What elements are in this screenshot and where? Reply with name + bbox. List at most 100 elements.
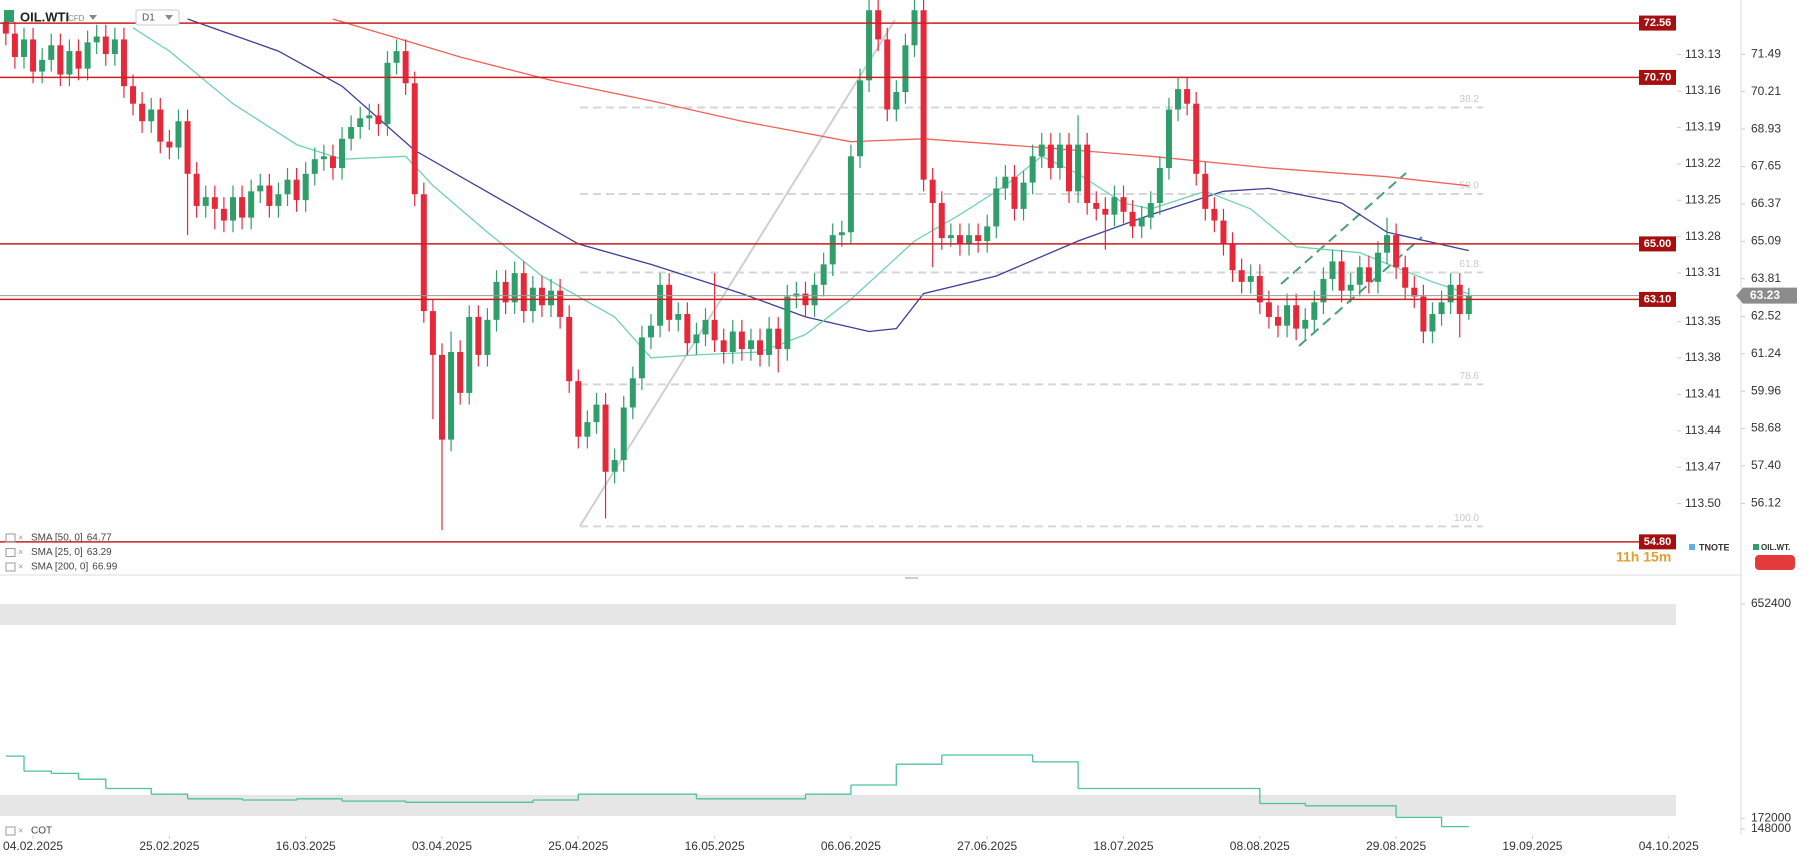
candle-body bbox=[1265, 302, 1272, 317]
y-tick-label: 148000 bbox=[1751, 821, 1791, 835]
candle-body bbox=[1084, 144, 1091, 204]
candle-body bbox=[856, 80, 863, 157]
candle-body bbox=[1138, 217, 1145, 227]
candle-body bbox=[893, 92, 900, 110]
candle-body bbox=[1329, 261, 1336, 279]
y-tick-label: 71.49 bbox=[1751, 47, 1781, 61]
candle-body bbox=[711, 319, 718, 341]
cot-step bbox=[805, 785, 852, 795]
candle-body bbox=[620, 407, 627, 461]
symbol[interactable]: OIL.WTI bbox=[20, 9, 69, 24]
y2-tick-label: 113.13 bbox=[1685, 47, 1721, 61]
y-tick-label: 62.52 bbox=[1751, 309, 1781, 323]
candle-body bbox=[1120, 197, 1127, 212]
candle-body bbox=[1311, 302, 1318, 320]
candle-body bbox=[693, 334, 700, 344]
candle-body bbox=[239, 197, 246, 218]
candle-body bbox=[75, 51, 82, 69]
candle-body bbox=[975, 235, 982, 241]
last-price-label: 63.23 bbox=[1750, 288, 1780, 302]
candle-body bbox=[829, 235, 836, 265]
candle-body bbox=[248, 191, 255, 218]
candle-body bbox=[938, 203, 945, 239]
cot-step bbox=[1032, 761, 1079, 789]
y-tick-label: 61.24 bbox=[1751, 346, 1781, 360]
level-label-box bbox=[1639, 534, 1676, 550]
y-tick-label: 68.93 bbox=[1751, 121, 1781, 135]
candle-body bbox=[457, 351, 464, 393]
candle-body bbox=[1047, 144, 1054, 168]
fib-label: 38.2 bbox=[1460, 94, 1480, 105]
dropdown-arrow[interactable] bbox=[165, 15, 173, 20]
dropdown-arrow[interactable] bbox=[89, 15, 97, 20]
action-button[interactable] bbox=[1755, 555, 1795, 570]
candle-body bbox=[775, 328, 782, 350]
level-label-box bbox=[1639, 291, 1676, 307]
candle-body bbox=[357, 118, 364, 128]
candle-body bbox=[1356, 267, 1363, 285]
candle-body bbox=[448, 351, 455, 440]
candle-body bbox=[1438, 302, 1445, 315]
candle-body bbox=[166, 141, 173, 148]
candle-body bbox=[1093, 203, 1100, 209]
candle-body bbox=[320, 156, 327, 160]
candle-body bbox=[11, 33, 18, 57]
legend-close: × bbox=[18, 532, 23, 542]
fib-label: 61.8 bbox=[1460, 259, 1480, 270]
timeframe[interactable]: D1 bbox=[142, 13, 155, 24]
candle-body bbox=[1129, 211, 1136, 227]
x-tick-label: 16.05.2025 bbox=[685, 839, 745, 853]
candle-body bbox=[1293, 305, 1300, 329]
candle-body bbox=[375, 115, 382, 125]
fib-label: 100.0 bbox=[1454, 513, 1479, 524]
candle-body bbox=[557, 290, 564, 317]
candle-body bbox=[538, 287, 545, 306]
candle-body bbox=[1347, 284, 1354, 291]
candle-body bbox=[302, 173, 309, 201]
candle-body bbox=[520, 273, 527, 312]
legend-icon bbox=[5, 533, 16, 543]
cot-step bbox=[24, 770, 52, 774]
countdown: 11h 15m bbox=[1616, 549, 1671, 565]
legend-close: × bbox=[18, 561, 23, 571]
level-label: 70.70 bbox=[1644, 71, 1672, 83]
candle-body bbox=[1447, 284, 1454, 303]
candle-body bbox=[293, 179, 300, 201]
level-label-box bbox=[1639, 236, 1676, 252]
x-tick-label: 25.02.2025 bbox=[139, 839, 199, 853]
cot-step bbox=[296, 798, 343, 802]
cot-step bbox=[696, 794, 807, 800]
channel-line[interactable] bbox=[1298, 236, 1423, 347]
candle-body bbox=[157, 109, 164, 142]
candle-body bbox=[1247, 276, 1254, 282]
timeframe-select[interactable] bbox=[135, 9, 180, 26]
candle-body bbox=[202, 197, 209, 206]
side-label[interactable]: OIL.WT. bbox=[1761, 543, 1790, 552]
level-label: 65.00 bbox=[1644, 238, 1672, 250]
candle-body bbox=[484, 319, 491, 355]
candle-body bbox=[211, 197, 218, 209]
cot-step bbox=[151, 793, 189, 799]
candle-body bbox=[139, 103, 146, 122]
x-tick-label: 03.04.2025 bbox=[412, 839, 472, 853]
x-tick-label: 19.09.2025 bbox=[1502, 839, 1562, 853]
candle-body bbox=[20, 39, 27, 57]
candle-body bbox=[747, 340, 754, 350]
instrument-type: CFD bbox=[68, 14, 85, 23]
y2-tick-label: 113.50 bbox=[1685, 496, 1721, 510]
channel-line[interactable] bbox=[1280, 172, 1407, 285]
side-label[interactable]: TNOTE bbox=[1699, 542, 1730, 552]
candle-body bbox=[66, 51, 73, 75]
legend-name: SMA [25, 0] bbox=[31, 547, 83, 558]
fib-label: 50.0 bbox=[1460, 181, 1480, 192]
candle-body bbox=[602, 404, 609, 472]
level-label-box bbox=[1639, 15, 1676, 31]
x-tick-label: 18.07.2025 bbox=[1093, 839, 1153, 853]
lower-plot-area bbox=[5, 754, 1469, 828]
x-tick-label: 06.06.2025 bbox=[821, 839, 881, 853]
candle-body bbox=[984, 226, 991, 241]
candle-body bbox=[1220, 220, 1227, 244]
y-tick-label: 65.09 bbox=[1751, 233, 1781, 247]
candle-body bbox=[1184, 89, 1191, 104]
